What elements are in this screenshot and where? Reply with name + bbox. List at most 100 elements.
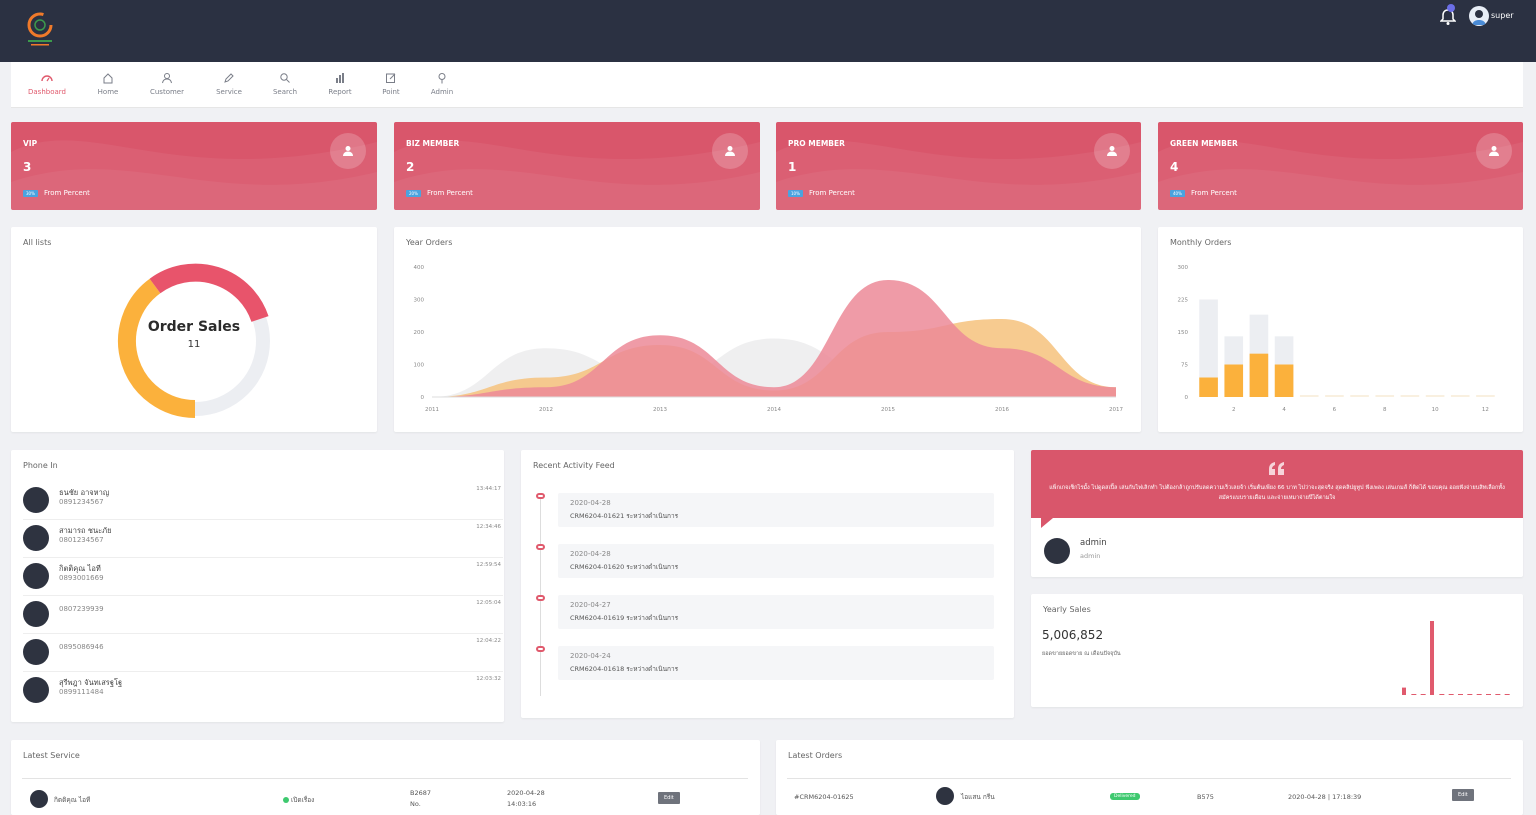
avatar[interactable] bbox=[1469, 6, 1489, 26]
sales-bar bbox=[1402, 687, 1406, 695]
card-title: Year Orders bbox=[406, 238, 453, 247]
latest-service-card: Latest Service กิตติคุณ ไอที เปิดเรื่อง … bbox=[11, 740, 760, 815]
x-tick-label: 2013 bbox=[653, 407, 667, 413]
avatar bbox=[936, 787, 954, 805]
y-tick-label: 75 bbox=[1181, 363, 1188, 369]
service-time: 14:03:16 bbox=[507, 800, 537, 808]
feed-item[interactable]: 2020-04-24 CRM6204-01618 ระหว่างดำเนินการ bbox=[558, 646, 994, 680]
avatar bbox=[23, 677, 49, 703]
nav-report[interactable]: Report bbox=[310, 72, 370, 96]
call-time: 12:03:32 bbox=[476, 676, 501, 682]
order-id[interactable]: #CRM6204-01625 bbox=[794, 793, 854, 801]
feed-item[interactable]: 2020-04-27 CRM6204-01619 ระหว่างดำเนินการ bbox=[558, 595, 994, 629]
bar-value bbox=[1274, 364, 1294, 397]
bar-value bbox=[1224, 364, 1244, 397]
service-name: กิตติคุณ ไอที bbox=[54, 796, 91, 804]
user-name[interactable]: super bbox=[1491, 11, 1514, 20]
feed-date: 2020-04-28 bbox=[570, 550, 611, 558]
dashboard-icon bbox=[41, 75, 53, 82]
percent-badge: 30% bbox=[23, 190, 38, 197]
quote-banner: แพ็กเกจเช็กไรมั้ง ไปดูดสเปิ้ล เล่นกับไฟเ… bbox=[1031, 450, 1523, 528]
home-icon bbox=[103, 73, 113, 84]
y-tick-label: 0 bbox=[421, 395, 425, 401]
sales-bar bbox=[1430, 621, 1434, 695]
call-time: 12:34:46 bbox=[476, 524, 501, 530]
y-tick-label: 150 bbox=[1178, 330, 1189, 336]
x-tick-label: 2015 bbox=[881, 407, 895, 413]
donut-slice-pink bbox=[149, 263, 269, 323]
x-tick-label: 10 bbox=[1432, 407, 1439, 413]
x-tick-label: 2016 bbox=[995, 407, 1009, 413]
status-dot bbox=[283, 797, 289, 803]
phone-in-card: Phone In ธนชัย อาจหาญ 0891234567 13:44:17 … bbox=[11, 450, 504, 722]
nav-dashboard[interactable]: Dashboard bbox=[17, 72, 77, 96]
nav-home[interactable]: Home bbox=[78, 72, 138, 96]
feed-item[interactable]: 2020-04-28 CRM6204-01621 ระหว่างดำเนินการ bbox=[558, 493, 994, 527]
logo-icon[interactable] bbox=[25, 10, 55, 48]
stat-card-vip: VIP 3 30% From Percent bbox=[11, 122, 377, 210]
order-date: 2020-04-28 | 17:18:39 bbox=[1288, 793, 1362, 801]
y-tick-label: 300 bbox=[1178, 265, 1189, 271]
user-circle bbox=[1094, 133, 1130, 169]
x-tick-label: 2 bbox=[1232, 407, 1236, 413]
stat-from: From Percent bbox=[427, 189, 473, 197]
y-tick-label: 0 bbox=[1185, 395, 1189, 401]
stat-value: 4 bbox=[1170, 160, 1179, 174]
feed-text: CRM6204-01621 ระหว่างดำเนินการ bbox=[570, 512, 679, 520]
x-tick-label: 4 bbox=[1282, 407, 1286, 413]
list-item[interactable]: กิตติคุณ ไอที 0893001669 12:59:54 bbox=[23, 558, 503, 596]
quote-role: admin bbox=[1080, 552, 1101, 560]
stat-card-green: GREEN MEMBER 4 40% From Percent bbox=[1158, 122, 1523, 210]
bar-value bbox=[1199, 377, 1218, 397]
stat-from: From Percent bbox=[44, 189, 90, 197]
call-time: 13:44:17 bbox=[476, 486, 501, 492]
card-title: Latest Service bbox=[23, 751, 80, 760]
nav-search[interactable]: Search bbox=[255, 72, 315, 96]
nav-customer[interactable]: Customer bbox=[137, 72, 197, 96]
list-item[interactable]: ธนชัย อาจหาญ 0891234567 13:44:17 bbox=[23, 482, 503, 520]
yearly-sales-card: Yearly Sales 5,006,852 ยอดขายยอดขาย ณ เด… bbox=[1031, 594, 1523, 707]
year-orders-chart: 0 100 200 300 400 2011 2012 2013 2014 2015 2016 201… bbox=[414, 265, 1124, 413]
yearly-sales-subtitle: ยอดขายยอดขาย ณ เดือนปัจจุบัน bbox=[1042, 651, 1121, 657]
user-icon bbox=[1107, 146, 1117, 156]
list-item[interactable]: 0807239939 12:05:04 bbox=[23, 596, 503, 634]
list-item[interactable]: สามารถ ชนะภัย 0801234567 12:34:46 bbox=[23, 520, 503, 558]
list-item[interactable]: สุรีพฎา จันทเสรฐโฐ 0899111484 12:03:32 bbox=[23, 672, 503, 710]
y-tick-label: 200 bbox=[414, 330, 425, 336]
caller-phone: 0801234567 bbox=[59, 536, 104, 544]
nav-service[interactable]: Service bbox=[199, 72, 259, 96]
stat-label: VIP bbox=[23, 139, 38, 148]
donut-center-label: Order Sales bbox=[147, 319, 241, 335]
all-lists-card: All lists Order Sales 11 bbox=[11, 227, 377, 432]
service-date: 2020-04-28 bbox=[507, 789, 545, 797]
feed-item[interactable]: 2020-04-28 CRM6204-01620 ระหว่างดำเนินการ bbox=[558, 544, 994, 578]
feed-date: 2020-04-27 bbox=[570, 601, 611, 609]
service-code: B2687 bbox=[410, 789, 432, 797]
pencil-icon bbox=[224, 73, 234, 83]
edit-button[interactable]: Edit bbox=[1452, 789, 1474, 801]
status-badge: เปิดเรื่อง bbox=[291, 796, 315, 804]
user-circle bbox=[712, 133, 748, 169]
x-tick-label: 2011 bbox=[425, 407, 439, 413]
percent-badge: 40% bbox=[1170, 190, 1185, 197]
main-nav: Dashboard Home Customer Service Search R… bbox=[11, 62, 1523, 108]
caller-name: สามารถ ชนะภัย bbox=[59, 526, 112, 535]
edit-button[interactable]: Edit bbox=[658, 792, 680, 804]
order-sales-donut bbox=[118, 263, 270, 418]
avatar bbox=[23, 639, 49, 665]
donut-slice-orange bbox=[118, 278, 196, 418]
list-item[interactable]: 0895086946 12:04:22 bbox=[23, 634, 503, 672]
nav-point[interactable]: Point bbox=[361, 72, 421, 96]
order-code: B575 bbox=[1197, 793, 1214, 801]
user-icon bbox=[162, 73, 172, 84]
stat-value: 2 bbox=[406, 160, 415, 174]
call-time: 12:59:54 bbox=[476, 562, 501, 568]
nav-admin[interactable]: Admin bbox=[412, 72, 472, 96]
search-icon bbox=[280, 73, 290, 83]
wave-decoration bbox=[394, 140, 760, 210]
x-tick-label: 8 bbox=[1383, 407, 1387, 413]
yearly-sales-value: 5,006,852 bbox=[1042, 628, 1104, 642]
timeline-dot bbox=[536, 544, 545, 550]
wave-decoration bbox=[1158, 140, 1523, 210]
series-area-2 bbox=[432, 280, 1116, 397]
